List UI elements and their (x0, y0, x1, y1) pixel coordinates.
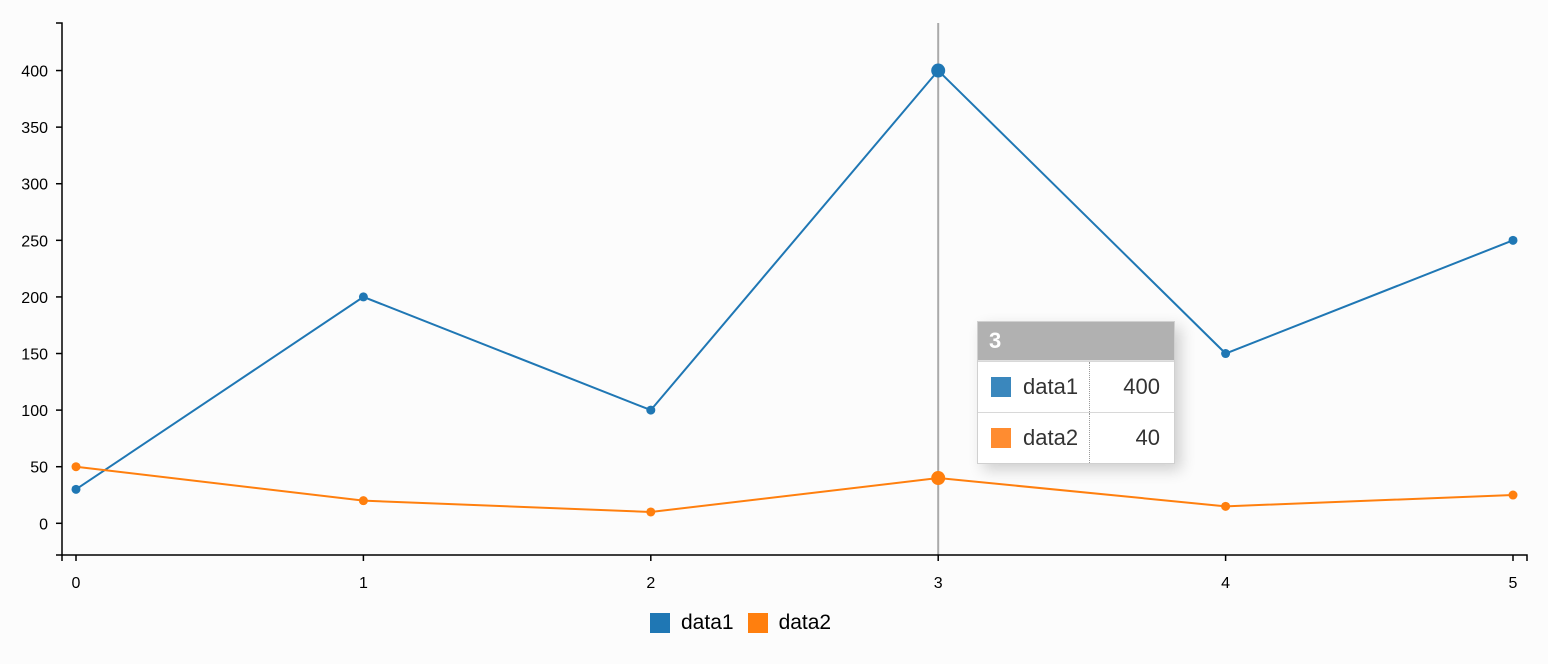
y-tick-label: 0 (39, 516, 48, 533)
tooltip-title: 3 (978, 322, 1174, 361)
axes-layer: 0 50 100 150 200 250 300 350 400 0 1 2 3 4 5 (21, 22, 1528, 592)
data-point-data1[interactable] (71, 484, 81, 494)
y-tick-label: 150 (21, 347, 48, 364)
legend: data1 data2 (650, 611, 845, 635)
legend-swatch-data2 (747, 613, 768, 633)
series-line-data1 (75, 69, 1514, 491)
y-tick-label: 400 (21, 64, 48, 81)
series-line-data2 (75, 465, 1514, 513)
tooltip-row-data2: data2 40 (978, 412, 1174, 463)
x-tick-label: 4 (1221, 575, 1230, 592)
y-tick-label: 50 (30, 460, 48, 477)
data-point-data2[interactable] (1221, 501, 1231, 511)
data-point-data2[interactable] (358, 496, 368, 506)
data-point-data1[interactable] (1508, 235, 1518, 245)
data-point-data2[interactable] (931, 471, 946, 486)
x-tick-label: 3 (934, 575, 943, 592)
legend-label-data1: data1 (681, 611, 734, 634)
data-point-data1[interactable] (1221, 349, 1231, 359)
data-point-data1[interactable] (358, 292, 368, 302)
tooltip-swatch-data2 (991, 428, 1011, 448)
tooltip: 3 data1 400 data2 40 (977, 321, 1175, 464)
tooltip-series-value: 400 (1123, 374, 1160, 399)
x-tick-label: 5 (1509, 575, 1518, 592)
y-tick-label: 250 (21, 233, 48, 250)
series-layer (71, 63, 1518, 517)
y-tick-label: 350 (21, 120, 48, 137)
tooltip-row-data1: data1 400 (978, 361, 1174, 412)
data-point-data2[interactable] (1508, 490, 1518, 500)
y-tick-label: 300 (21, 177, 48, 194)
legend-swatch-data1 (650, 613, 670, 633)
y-tick-label: 100 (21, 403, 48, 420)
data-point-data1[interactable] (646, 405, 656, 415)
x-tick-label: 1 (359, 575, 368, 592)
legend-item-data1[interactable]: data1 (650, 611, 734, 635)
x-axis-line (61, 554, 1528, 561)
tooltip-name-cell: data1 (978, 362, 1090, 412)
legend-label-data2: data2 (778, 611, 832, 634)
y-tick-label: 200 (21, 290, 48, 307)
x-tick-label: 0 (72, 575, 81, 592)
tooltip-swatch-data1 (991, 377, 1011, 397)
tooltip-series-name: data1 (1023, 374, 1079, 399)
x-tick-label: 2 (646, 575, 655, 592)
tooltip-name-cell: data2 (978, 413, 1090, 463)
data-point-data1[interactable] (931, 63, 946, 78)
tooltip-series-value: 40 (1135, 425, 1160, 450)
legend-item-data2[interactable]: data2 (747, 611, 832, 635)
y-axis-line (56, 22, 63, 556)
data-point-data2[interactable] (71, 462, 81, 472)
data-point-data2[interactable] (646, 507, 656, 517)
tooltip-series-name: data2 (1023, 425, 1079, 450)
